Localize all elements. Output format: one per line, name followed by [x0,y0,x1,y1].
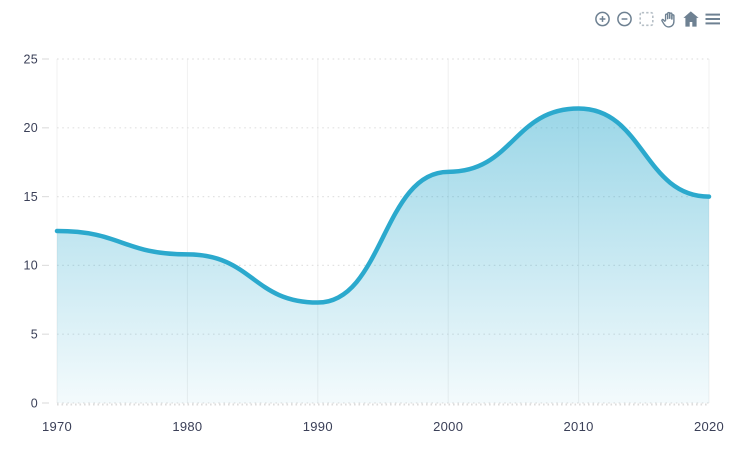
horizontal-gridlines [42,58,709,404]
area-fill [57,108,709,403]
series-line[interactable] [54,106,712,305]
x-axis-label: 1990 [303,419,333,434]
menu-icon [705,13,720,25]
pan-icon [661,11,675,28]
x-axis-label: 2010 [564,419,594,434]
home-icon [683,11,699,27]
y-axis-label: 5 [31,328,38,342]
y-axis-label: 25 [23,52,38,66]
x-axis-label: 1970 [42,419,72,434]
x-axis-label: 2000 [433,419,463,434]
y-axis-label: 0 [31,396,38,410]
menu-button[interactable] [702,6,723,32]
pan-button[interactable] [658,6,679,32]
chart-toolbar [592,6,723,32]
x-axis-label: 1980 [172,419,202,434]
y-axis-labels: 0 5 10 15 20 25 [23,52,38,410]
selection-icon [639,11,654,27]
y-axis-label: 15 [23,190,38,204]
home-button[interactable] [680,6,701,32]
x-axis-labels: 1970 1980 1990 2000 2010 2020 [42,419,724,434]
y-axis-label: 20 [23,121,38,135]
selection-button[interactable] [636,6,657,32]
zoom-out-icon [617,11,632,27]
x-axis-label: 2020 [694,419,724,434]
zoom-out-button[interactable] [614,6,635,32]
zoom-in-icon [595,11,610,27]
zoom-in-button[interactable] [592,6,613,32]
y-axis-label: 10 [23,259,38,273]
